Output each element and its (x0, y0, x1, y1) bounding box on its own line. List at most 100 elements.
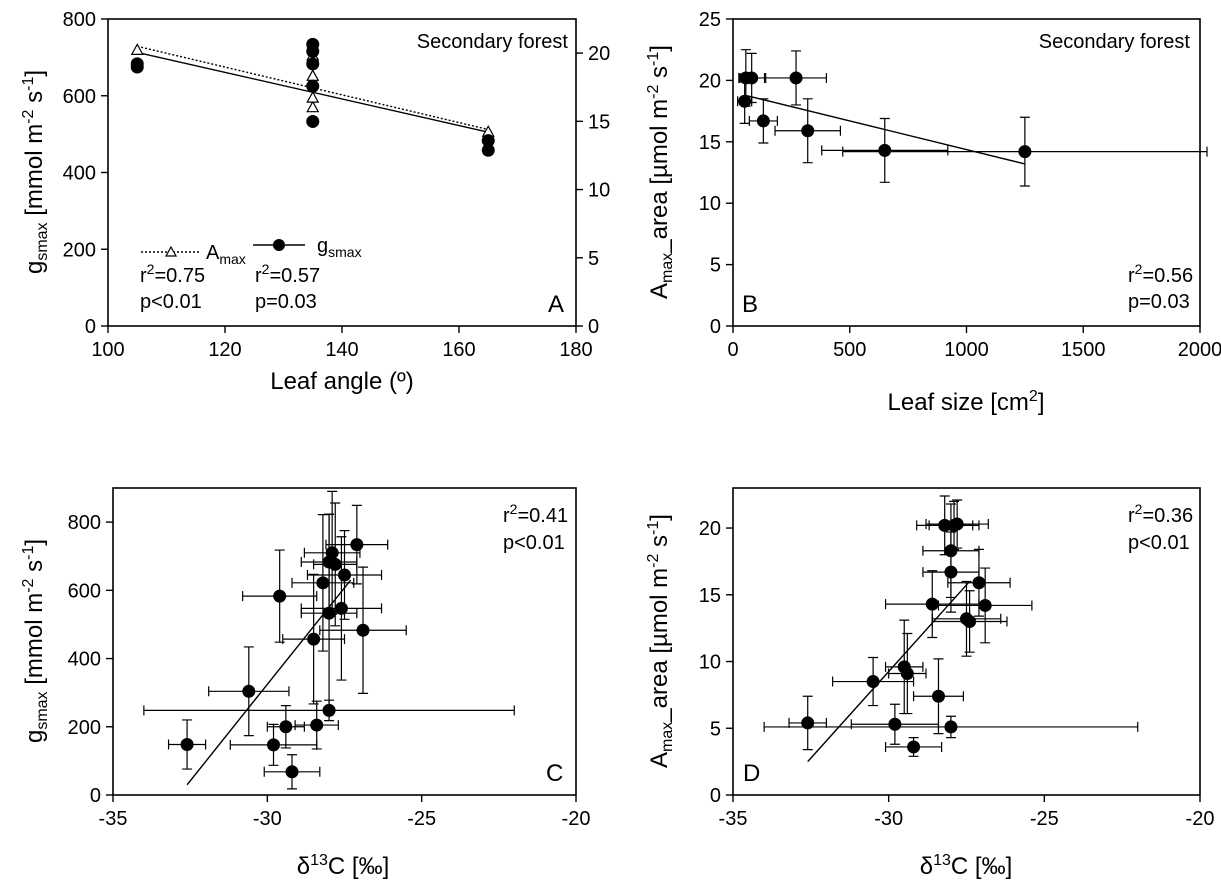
panel-c-data-point (267, 738, 281, 752)
panel-a-xtick-label-3: 160 (442, 339, 475, 361)
panel-a-y2tick-label-2: 10 (588, 180, 610, 202)
panel-d-data-point (944, 565, 958, 579)
panel-c-data-point (285, 765, 299, 779)
panel-c-data-point (279, 720, 293, 734)
panel-d-data-point (888, 717, 902, 731)
panel-b-data-point (878, 143, 892, 157)
panel-a-ytick-label-1: 200 (63, 239, 96, 261)
panel-d-xtick-label-3: -20 (1186, 808, 1215, 830)
panel-a-xlabel: Leaf angle (º) (270, 368, 414, 395)
panel-c-data-point (328, 557, 342, 571)
panel-c-data-point (310, 718, 324, 732)
panel-d-p: p<0.01 (1128, 532, 1190, 554)
panel-d-letter: D (743, 760, 760, 787)
panel-d-data-point (978, 598, 992, 612)
panel-b-letter: B (742, 291, 758, 318)
panel-c-data-point (316, 576, 330, 590)
panel-d-frame (732, 487, 1201, 796)
panel-d-ticks: -35 -30 -25 -20 0 5 10 15 20 (699, 518, 1215, 830)
panel-a-gsmax-point (306, 57, 320, 71)
panel-c: -35 -30 -25 -20 0 200 400 600 800 r2=0.41 p<0.01… (20, 487, 591, 880)
panel-d-r2: r2=0.36 (1128, 501, 1193, 527)
panel-a-y2tick-label-0: 0 (588, 316, 599, 338)
panel-c-letter: C (546, 760, 563, 787)
panel-c-xtick-label-1: -30 (253, 808, 282, 830)
panel-a-marks (130, 37, 495, 157)
panel-c-ticks: -35 -30 -25 -20 0 200 400 600 800 (68, 512, 591, 830)
panel-a-p-amax: p<0.01 (140, 291, 202, 313)
legend-gsmax-marker (273, 239, 285, 251)
panel-c-fit-line (186, 579, 352, 786)
panel-c-data-point (338, 568, 351, 582)
panel-a-xtick-label-2: 140 (325, 339, 358, 361)
panel-b-data-point (745, 71, 759, 85)
panel-c-xtick-label-2: -25 (407, 808, 436, 830)
legend-amax-marker (164, 245, 178, 257)
panel-a-amax-point (306, 69, 320, 81)
panel-a-legend: Amax gsmax r2=0.75 p<0.01 r2=0.57 p=0.03 (140, 235, 362, 313)
panel-b: 0 500 1000 1500 2000 0 5 10 15 20 25 Secondary for… (645, 9, 1221, 416)
panel-c-xtick-label-3: -20 (562, 808, 591, 830)
panel-b-xtick-label-1: 500 (833, 339, 866, 361)
panel-c-data-point (356, 623, 370, 637)
panel-d-ytick-label-0: 0 (710, 785, 721, 807)
panel-d-ytick-label-3: 15 (699, 585, 721, 607)
panel-b-ticks: 0 500 1000 1500 2000 0 5 10 15 20 25 (699, 9, 1221, 361)
panel-a-ytick-label-0: 0 (85, 316, 96, 338)
panel-d-data-point (963, 614, 977, 628)
panel-d-marks (763, 495, 1139, 763)
panel-a-r2-amax: r2=0.75 (140, 261, 205, 287)
panel-c-data-point (325, 546, 339, 560)
panel-b-data-point (801, 124, 815, 138)
panel-c-data-point (350, 538, 364, 552)
panel-d-data-point (972, 576, 986, 590)
panel-a-p-gsmax: p=0.03 (255, 291, 317, 313)
panel-b-data-point (738, 94, 752, 108)
panel-b-xtick-label-3: 1500 (1061, 339, 1106, 361)
panel-a-gsmax-point (130, 57, 144, 71)
panel-b-ylabel: Amax_area [µmol m-2 s-1] (645, 45, 676, 299)
panel-c-ytick-label-2: 400 (68, 649, 101, 671)
panel-c-xtick-label-0: -35 (99, 808, 128, 830)
legend-gsmax-label: gsmax (317, 235, 362, 260)
panel-b-fit-line (744, 94, 1026, 165)
panel-c-p: p<0.01 (503, 532, 565, 554)
panel-b-ytick-label-4: 20 (699, 70, 721, 92)
panel-a-y2tick-label-4: 20 (588, 43, 610, 65)
panel-c-xlabel: δ13C [‰] (297, 852, 390, 880)
panel-d-data-point (925, 597, 939, 611)
panel-c-ytick-label-4: 800 (68, 512, 101, 534)
panel-c-data-point (307, 632, 321, 646)
panel-d-data-point (900, 667, 914, 681)
panel-c-ytick-label-3: 600 (68, 580, 101, 602)
panel-a-gsmax-point (306, 79, 320, 93)
panel-a-r2-gsmax: r2=0.57 (255, 261, 320, 287)
panel-b-p: p=0.03 (1128, 291, 1190, 313)
panel-c-data-point (180, 738, 194, 752)
panel-b-ytick-label-2: 10 (699, 193, 721, 215)
panel-d-data-point (866, 675, 880, 689)
panel-a-gsmax-point (306, 37, 320, 51)
panel-a-y2tick-label-3: 15 (588, 111, 610, 133)
panel-a-letter: A (548, 291, 564, 318)
panel-a-annotation: Secondary forest (417, 31, 569, 53)
panel-d-xlabel: δ13C [‰] (920, 852, 1013, 880)
panel-b-xlabel: Leaf size [cm2] (888, 388, 1045, 416)
panel-c-marks (143, 490, 515, 790)
panel-d-data-point (931, 689, 945, 703)
panel-b-ytick-label-1: 5 (710, 255, 721, 277)
panel-b-xtick-label-2: 1000 (944, 339, 989, 361)
panel-d-data-point (801, 716, 815, 730)
panel-b-data-point (1018, 145, 1032, 159)
panel-c-data-point (273, 589, 287, 603)
panel-a-ytick-label-3: 600 (63, 86, 96, 108)
panel-c-frame (112, 487, 577, 796)
panel-b-xtick-label-4: 2000 (1178, 339, 1221, 361)
panel-d-xtick-label-1: -30 (874, 808, 903, 830)
legend-amax-label: Amax (206, 242, 246, 267)
panel-c-data-point (242, 684, 256, 698)
panel-b-xtick-label-0: 0 (727, 339, 738, 361)
panel-a-ytick-label-2: 400 (63, 163, 96, 185)
panel-d-xtick-label-0: -35 (719, 808, 748, 830)
